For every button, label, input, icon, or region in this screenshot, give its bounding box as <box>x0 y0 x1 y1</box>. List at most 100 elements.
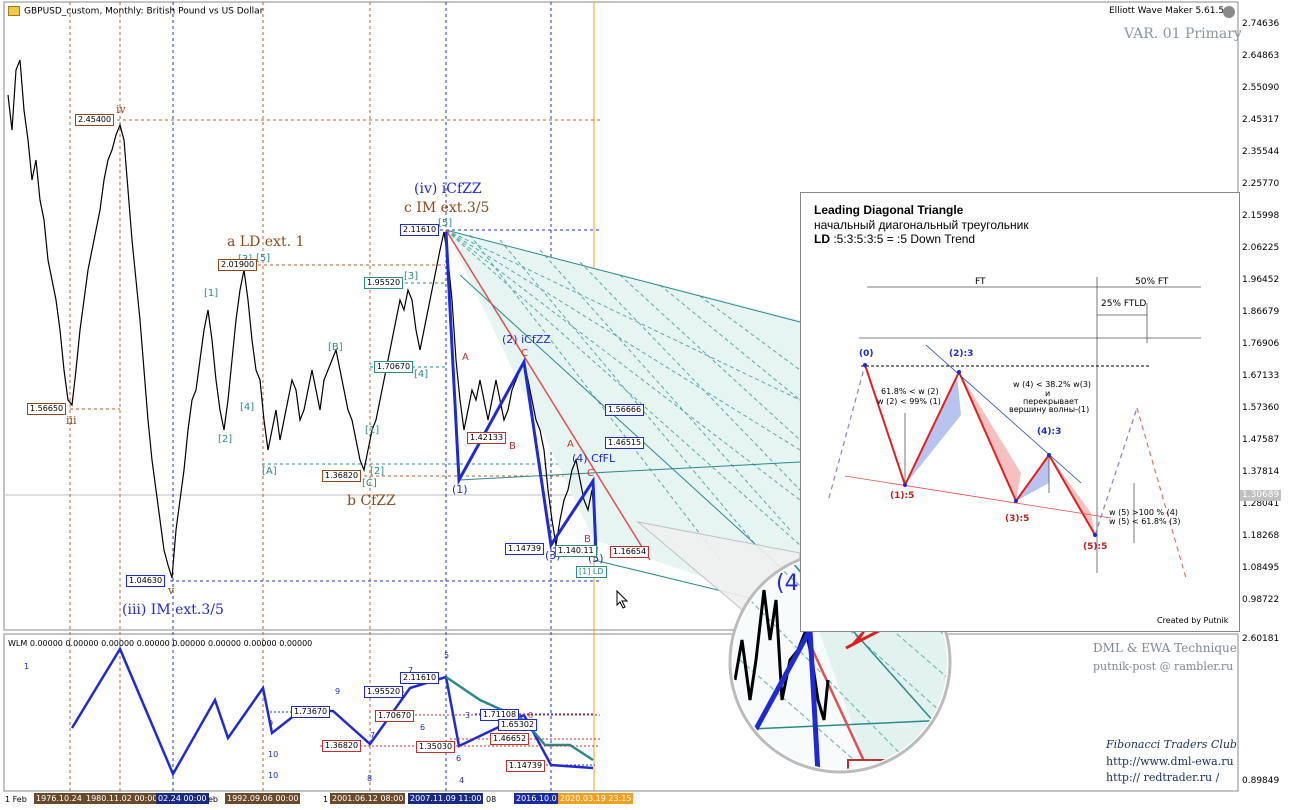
sub-number: 8 <box>367 774 373 783</box>
sub-axis-top: 2.60181 <box>1242 634 1280 644</box>
sub-price-box: 1.35030 <box>416 741 456 753</box>
wave-label-b4: [4] <box>240 402 255 413</box>
wave-label-3: (3) <box>545 549 561 562</box>
time-tag: 2007.11.09 11:00 <box>408 793 484 804</box>
wave-label-b2b: [2] <box>370 466 385 477</box>
sub-number: 9 <box>268 719 274 728</box>
time-tag: 1992.09.06 00:00 <box>225 793 301 804</box>
time-tag: 02.24 00:00 <box>156 793 209 804</box>
ld-box: [1] LD <box>576 566 607 578</box>
time-tick: eb <box>208 795 218 804</box>
time-tag: 2016.10.0 <box>514 793 559 804</box>
watermark-technique: DML & EWA Technique <box>1093 641 1237 655</box>
ld-subtitle: начальный диагональный треугольник <box>814 218 1029 232</box>
ld-rule3b: w (5) < 61.8% (3) <box>1109 517 1181 526</box>
price-tick: 2.64863 <box>1242 51 1280 61</box>
price-box: 2.01900 <box>218 259 258 271</box>
wave-label-c-im: c IM ext.3/5 <box>404 200 490 216</box>
price-tick: 2.45317 <box>1242 115 1280 125</box>
price-tick: 2.06225 <box>1242 243 1280 253</box>
ld-w0: (0) <box>859 349 874 359</box>
wave-line-blue <box>444 231 598 554</box>
sub-price-box: 1.70670 <box>375 710 415 722</box>
sub-price-box: 2.11610 <box>400 672 440 684</box>
watermark-url2: http:// redtrader.ru / <box>1106 771 1220 784</box>
channel-lines <box>445 229 801 611</box>
mouse-cursor <box>616 590 629 609</box>
price-box: 1.56666 <box>605 404 645 416</box>
expert-icon <box>1223 6 1235 18</box>
price-tick: 1.37814 <box>1242 467 1280 477</box>
time-tick: 08 <box>486 795 497 804</box>
sub-number: 6 <box>420 723 426 732</box>
wave-label-5: (5) <box>588 552 604 565</box>
ld-w2: (2):3 <box>949 349 974 359</box>
wave-label-b3b: [3] <box>404 271 419 282</box>
sub-number: 1 <box>24 662 30 671</box>
wave-label-b1: [1] <box>204 288 219 299</box>
price-bars <box>7 59 597 579</box>
sub-levels-red <box>320 714 600 747</box>
wave-label-b5b: [5] <box>438 218 453 229</box>
sub-number: 10 <box>268 750 279 759</box>
time-tag: 2020.03.19 23:15 <box>558 793 634 804</box>
price-tick: 2.35544 <box>1242 147 1280 157</box>
current-price-tag: 1.30689 <box>1240 490 1282 501</box>
ld-w5: (5):5 <box>1083 542 1108 552</box>
price-tick: 2.55090 <box>1242 83 1280 93</box>
wave-label-bA: [A] <box>262 466 277 477</box>
ld-rule2c: перекрывает <box>1023 397 1079 406</box>
wave-label-rC2: C <box>587 468 594 479</box>
time-tick: 1 Feb <box>5 795 27 804</box>
sub-number: 7 <box>370 731 376 740</box>
sub-number: 10 <box>268 771 279 780</box>
wave-label-2-icfzz: (2) iCfZZ <box>502 333 551 346</box>
wave-label-a-ld: a LD ext. 1 <box>227 234 305 250</box>
chart-title: GBPUSD_custom, Monthly: British Pound vs… <box>8 6 263 18</box>
watermark-email: putnik-post @ rambler.ru <box>1093 660 1234 673</box>
symbol-title-text: GBPUSD_custom, Monthly: British Pound vs… <box>24 6 264 17</box>
price-tick: 0.98722 <box>1242 595 1280 605</box>
sub-price-box: 1.73670 <box>291 706 331 718</box>
price-tick: 1.57360 <box>1242 403 1280 413</box>
ld-rule2d: вершину волны-(1) <box>1009 405 1090 414</box>
sub-price-box: 1.14739 <box>506 760 546 772</box>
variant-label: VAR. 01 Primary <box>1124 26 1242 42</box>
sub-number: 6 <box>456 754 462 763</box>
ld-ft-50: 50% FT <box>1135 277 1169 287</box>
sub-number: 3 <box>465 711 471 720</box>
wave-label-roman-iv: iv <box>116 103 126 116</box>
wave-label-b2: [2] <box>218 434 233 445</box>
price-box: 1.04630 <box>126 575 166 587</box>
wave-label-b1b: [1] <box>365 425 380 436</box>
brown-levels <box>70 119 600 477</box>
sub-window-title: WLM 0.00000 0.00000 0.00000 0.00000 0.00… <box>8 639 313 648</box>
wave-label-iv-icfzz: (iv) iCfZZ <box>414 181 482 197</box>
price-box: 1.14739 <box>505 543 545 555</box>
price-tick: 1.18268 <box>1242 531 1280 541</box>
price-tick: 1.67133 <box>1242 371 1280 381</box>
price-box: 1.46515 <box>605 437 645 449</box>
wave-label-b4b: [4] <box>414 369 429 380</box>
price-box: 1.140.11 <box>555 545 597 557</box>
wave-label-roman-v: v <box>168 584 175 597</box>
red-ray <box>445 229 651 561</box>
ld-credit: Created by Putnik <box>1157 616 1229 625</box>
sub-price-box: 1.46652 <box>490 733 530 745</box>
time-tag: 1980.11.02 00:00 <box>84 793 160 804</box>
price-box: 1.56650 <box>27 403 67 415</box>
ld-rule1b: w (2) < 99% (1) <box>877 397 941 406</box>
price-box: 2.45400 <box>75 114 115 126</box>
ld-w1: (1):5 <box>890 491 915 501</box>
wave-label-4-cffl: (4) CfFL <box>572 452 616 465</box>
price-box: 1.95520 <box>364 277 404 289</box>
wave-label-rA2: A <box>567 439 574 450</box>
price-tick: 1.86679 <box>1242 307 1280 317</box>
price-tick: 2.74636 <box>1242 19 1280 29</box>
price-tick: 1.96452 <box>1242 275 1280 285</box>
price-tick: 1.76906 <box>1242 339 1280 349</box>
sub-price-box: 1.36820 <box>322 740 362 752</box>
ld-ftld: 25% FTLD <box>1101 299 1147 309</box>
sub-number: 9 <box>335 687 341 696</box>
ld-diagram <box>828 277 1201 579</box>
